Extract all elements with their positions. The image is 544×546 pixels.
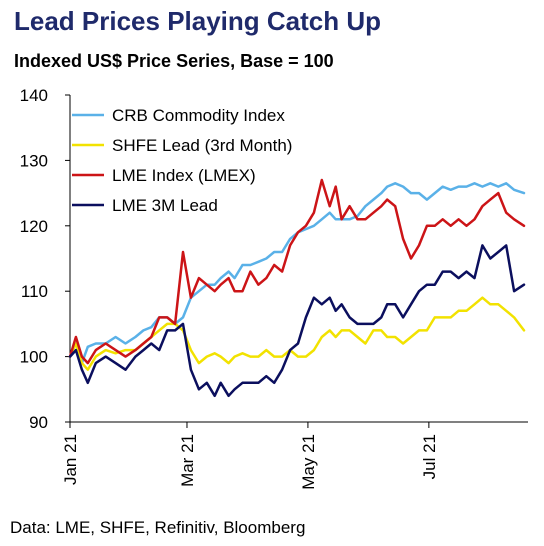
x-tick-label: Mar 21 [178,434,197,487]
chart-title: Lead Prices Playing Catch Up [14,6,382,36]
x-tick-label: Jan 21 [61,434,80,485]
y-tick-label: 130 [20,151,48,170]
x-tick-label: Jul 21 [420,434,439,479]
chart-subtitle: Indexed US$ Price Series, Base = 100 [14,51,334,71]
y-tick-label: 140 [20,86,48,105]
x-tick-label: May 21 [299,434,318,490]
chart-legend: CRB Commodity Index SHFE Lead (3rd Month)… [72,106,292,215]
legend-label: LME Index (LMEX) [112,166,256,185]
chart-axes: 90 100 110 120 130 140 Jan 21 Mar 21 May 21 Jul 2… [20,86,528,490]
legend-label: SHFE Lead (3rd Month) [112,136,292,155]
data-source-note: Data: LME, SHFE, Refinitiv, Bloomberg [10,518,306,537]
series-line-lme-index-lmex [68,178,526,365]
series-line-lme-3m-lead [68,244,526,398]
legend-label: CRB Commodity Index [112,106,285,125]
legend-label: LME 3M Lead [112,196,218,215]
y-tick-label: 110 [21,282,48,301]
y-tick-label: 120 [20,217,48,236]
y-tick-label: 90 [29,413,48,432]
y-tick-label: 100 [20,348,48,367]
chart-series-lines [68,178,526,398]
